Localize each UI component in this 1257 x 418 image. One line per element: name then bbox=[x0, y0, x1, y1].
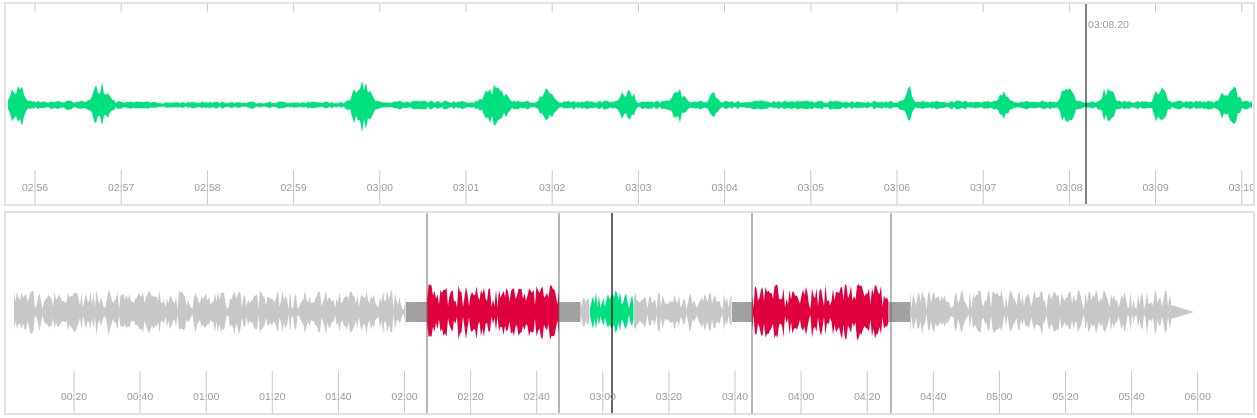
detail-time-label: 03:08 bbox=[1056, 182, 1082, 194]
playhead-time-label: 03:08.20 bbox=[1088, 19, 1129, 31]
overview-time-label: 05:20 bbox=[1052, 391, 1078, 403]
overview-time-label: 00:20 bbox=[61, 391, 87, 403]
detail-time-label: 02:57 bbox=[108, 182, 134, 194]
overview-time-label: 00:40 bbox=[127, 391, 153, 403]
inactive-region[interactable] bbox=[634, 292, 732, 333]
detail-time-label: 03:09 bbox=[1142, 182, 1168, 194]
overview-time-label: 04:20 bbox=[854, 391, 880, 403]
overview-waveform-panel[interactable]: 00:20 00:40 01:00 01:20 01:40 02:00 02:20 02:40… bbox=[4, 211, 1255, 415]
overview-time-label: 04:00 bbox=[788, 391, 814, 403]
crossfade-block[interactable] bbox=[732, 302, 752, 322]
overview-time-label: 04:40 bbox=[920, 391, 946, 403]
overview-time-label: 05:40 bbox=[1118, 391, 1144, 403]
overview-time-label: 02:00 bbox=[391, 391, 417, 403]
crossfade-block[interactable] bbox=[559, 302, 580, 322]
overview-time-label: 01:00 bbox=[193, 391, 219, 403]
detail-waveform-panel[interactable]: 03:08.20 02:56 02:57 02:58 02:59 03:00 03:01 0… bbox=[4, 2, 1255, 206]
detail-time-label: 03:05 bbox=[798, 182, 824, 194]
overview-timeline-labels: 00:20 00:40 01:00 01:20 01:40 02:00 02:20 02:40… bbox=[61, 391, 1211, 403]
detail-timeline-labels: 02:56 02:57 02:58 02:59 03:00 03:01 03:02 03:03… bbox=[22, 182, 1253, 194]
detail-time-label: 03:10 bbox=[1229, 182, 1253, 194]
detail-time-label: 02:56 bbox=[22, 182, 48, 194]
detail-time-label: 03:04 bbox=[711, 182, 737, 194]
overview-time-label: 06:00 bbox=[1185, 391, 1211, 403]
detail-time-label: 03:02 bbox=[539, 182, 565, 194]
overview-time-label: 01:40 bbox=[325, 391, 351, 403]
overview-time-label: 03:00 bbox=[590, 391, 616, 403]
detail-time-label: 03:00 bbox=[367, 182, 393, 194]
overview-timeline-ticks bbox=[73, 371, 1199, 413]
overview-time-label: 05:00 bbox=[986, 391, 1012, 403]
overview-time-label: 02:40 bbox=[524, 391, 550, 403]
waveform-tail bbox=[1171, 305, 1194, 319]
overview-waveform[interactable]: 00:20 00:40 01:00 01:20 01:40 02:00 02:20 02:40… bbox=[6, 213, 1253, 413]
overview-time-label: 01:20 bbox=[259, 391, 285, 403]
crossfade-block[interactable] bbox=[406, 302, 427, 322]
inactive-region[interactable] bbox=[580, 298, 589, 327]
inactive-region[interactable] bbox=[910, 290, 1171, 336]
selected-region[interactable] bbox=[752, 284, 889, 341]
detail-time-label: 03:07 bbox=[970, 182, 996, 194]
detail-time-label: 02:58 bbox=[194, 182, 220, 194]
overview-time-label: 02:20 bbox=[457, 391, 483, 403]
overview-waveform-shape bbox=[14, 284, 1194, 341]
detail-time-label: 03:01 bbox=[453, 182, 479, 194]
selected-region[interactable] bbox=[427, 284, 559, 341]
inactive-region[interactable] bbox=[14, 290, 406, 336]
crossfade-block[interactable] bbox=[889, 302, 910, 322]
overview-time-label: 03:40 bbox=[722, 391, 748, 403]
detail-time-label: 03:03 bbox=[625, 182, 651, 194]
detail-time-label: 02:59 bbox=[280, 182, 306, 194]
detail-timeline-ticks bbox=[34, 4, 1243, 204]
detail-waveform-shape bbox=[8, 81, 1252, 133]
region-markers[interactable] bbox=[426, 213, 892, 413]
detail-waveform[interactable]: 03:08.20 02:56 02:57 02:58 02:59 03:00 03:01 0… bbox=[6, 4, 1253, 204]
overview-time-label: 03:20 bbox=[656, 391, 682, 403]
detail-time-label: 03:06 bbox=[884, 182, 910, 194]
